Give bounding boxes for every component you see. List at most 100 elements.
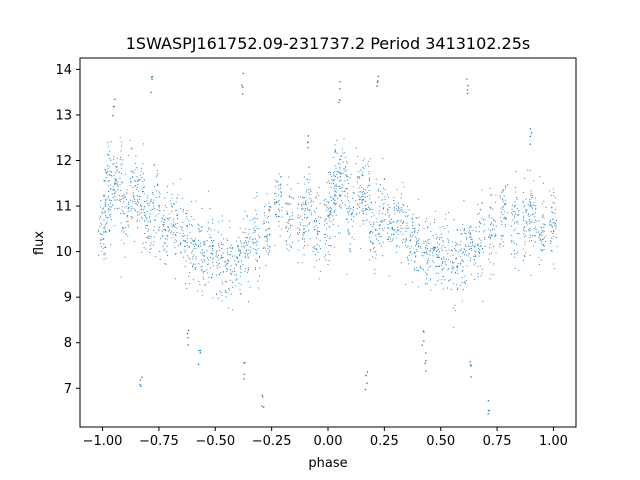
data-point: [198, 231, 200, 233]
data-point: [371, 243, 373, 245]
data-point: [551, 237, 553, 239]
data-point: [525, 252, 527, 254]
data-point: [505, 218, 507, 221]
data-point: [101, 233, 103, 235]
data-point: [316, 229, 318, 231]
data-point: [462, 251, 465, 253]
data-point: [153, 236, 155, 238]
data-point: [450, 249, 453, 251]
data-point: [186, 241, 188, 244]
data-point: [513, 250, 516, 252]
data-point: [236, 256, 238, 258]
data-point: [274, 203, 276, 205]
data-point: [169, 229, 171, 231]
data-point: [411, 253, 413, 255]
data-point: [242, 231, 244, 233]
data-point: [149, 201, 151, 203]
data-point: [330, 187, 332, 189]
data-point: [240, 252, 242, 254]
data-point: [554, 212, 556, 214]
data-point: [182, 222, 184, 224]
data-point: [443, 258, 445, 260]
data-point: [515, 252, 517, 254]
data-point: [136, 200, 139, 202]
data-point: [302, 262, 304, 264]
data-point: [334, 144, 336, 146]
data-point: [134, 199, 136, 201]
data-point: [417, 240, 419, 242]
data-point: [474, 262, 476, 264]
data-point: [218, 221, 220, 223]
data-point: [173, 241, 175, 243]
data-point: [145, 242, 147, 244]
data-point: [530, 214, 532, 216]
data-point: [286, 243, 288, 245]
data-point: [280, 176, 282, 178]
data-point: [247, 244, 249, 246]
data-point: [405, 239, 407, 241]
data-point: [480, 239, 482, 241]
data-point: [406, 206, 408, 208]
data-point: [541, 227, 543, 229]
data-point: [198, 349, 200, 352]
data-point: [300, 205, 302, 207]
data-point: [390, 238, 392, 240]
data-point: [206, 272, 208, 274]
data-point: [219, 290, 221, 292]
data-point: [361, 210, 363, 212]
data-point: [112, 186, 114, 188]
data-point: [358, 212, 361, 214]
data-point: [211, 253, 213, 255]
data-point: [555, 220, 558, 222]
data-point: [341, 155, 343, 157]
data-point: [300, 208, 303, 210]
data-point: [473, 264, 475, 266]
data-point: [373, 221, 375, 223]
data-point: [528, 220, 530, 222]
data-point: [331, 199, 333, 202]
data-point: [319, 271, 321, 273]
data-point: [361, 200, 363, 202]
data-point: [396, 210, 398, 212]
data-point: [499, 195, 501, 197]
data-point: [364, 210, 366, 212]
data-point: [221, 220, 223, 222]
data-point: [107, 142, 109, 144]
data-point: [409, 235, 411, 237]
data-point: [201, 290, 203, 292]
data-point: [384, 198, 386, 200]
data-point: [113, 105, 115, 108]
data-point: [156, 184, 158, 187]
data-point: [110, 214, 112, 216]
data-point: [401, 208, 403, 211]
data-point: [489, 187, 491, 189]
data-point: [392, 237, 394, 239]
data-point: [275, 180, 277, 182]
data-point: [436, 246, 438, 248]
data-point: [184, 240, 186, 242]
data-point: [440, 282, 443, 284]
data-point: [275, 214, 277, 216]
data-point: [221, 300, 223, 302]
data-point: [369, 158, 371, 160]
data-point: [545, 240, 547, 242]
data-point: [469, 260, 471, 262]
data-point: [364, 193, 366, 195]
data-point: [246, 254, 248, 256]
data-point: [202, 241, 204, 243]
data-point: [245, 242, 247, 244]
data-point: [369, 233, 371, 235]
data-point: [107, 174, 109, 176]
data-point: [142, 190, 144, 192]
data-point: [409, 247, 411, 249]
data-point: [100, 250, 102, 252]
data-point: [396, 229, 399, 231]
data-point: [524, 241, 526, 243]
data-point: [155, 215, 157, 217]
data-point: [194, 240, 196, 242]
data-point: [465, 254, 468, 256]
data-point: [182, 230, 184, 232]
data-point: [312, 201, 314, 203]
data-point: [325, 243, 327, 245]
data-point: [197, 223, 199, 225]
